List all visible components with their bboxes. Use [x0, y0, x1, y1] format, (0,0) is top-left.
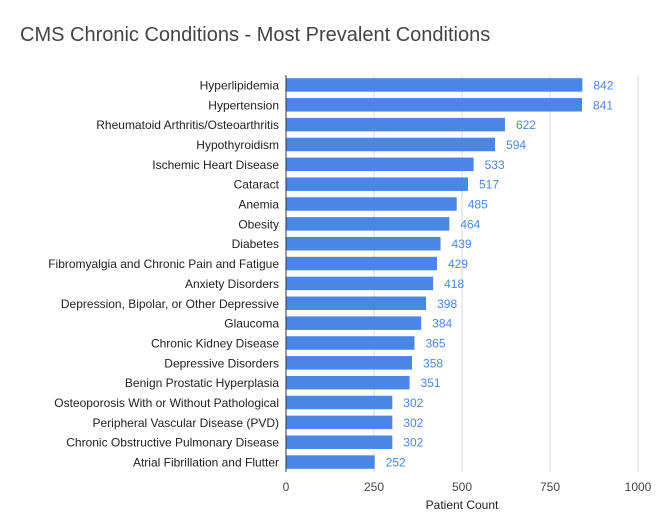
- bar: [286, 316, 422, 330]
- category-label: Benign Prostatic Hyperplasia: [125, 376, 279, 390]
- data-label: 384: [432, 317, 452, 331]
- x-tick-label: 0: [283, 480, 290, 494]
- data-label: 398: [437, 297, 457, 311]
- data-label: 418: [444, 277, 464, 291]
- bar: [286, 455, 375, 469]
- data-label: 302: [403, 416, 423, 430]
- data-label: 622: [516, 118, 536, 132]
- category-label: Anxiety Disorders: [185, 277, 279, 291]
- bar: [286, 296, 427, 311]
- bar: [286, 98, 583, 112]
- data-label: 302: [403, 396, 423, 410]
- data-label: 429: [448, 257, 468, 271]
- data-label: 485: [468, 198, 488, 212]
- chart-title: CMS Chronic Conditions - Most Prevalent …: [20, 24, 491, 46]
- data-label: 533: [485, 158, 505, 172]
- bar: [286, 137, 496, 152]
- bar: [286, 78, 583, 92]
- data-label: 464: [460, 217, 480, 231]
- bar: [286, 336, 415, 350]
- data-label: 351: [421, 376, 441, 390]
- bar: [286, 157, 474, 172]
- category-label: Cataract: [234, 178, 280, 192]
- x-tick-label: 1000: [625, 480, 652, 494]
- category-label: Hyperlipidemia: [200, 78, 280, 92]
- category-label: Fibromyalgia and Chronic Pain and Fatigu…: [48, 257, 279, 271]
- bar: [286, 117, 505, 132]
- bar: [286, 356, 413, 370]
- bar: [286, 177, 468, 191]
- category-label: Osteoporosis With or Without Pathologica…: [54, 396, 279, 410]
- category-label: Atrial Fibrillation and Flutter: [133, 456, 279, 470]
- x-axis-title: Patient Count: [426, 498, 499, 512]
- bar: [286, 435, 393, 449]
- category-label: Glaucoma: [224, 317, 279, 331]
- category-label: Hypothyroidism: [196, 138, 279, 152]
- bar: [286, 256, 438, 271]
- category-label: Chronic Kidney Disease: [151, 336, 279, 350]
- bar: [286, 276, 434, 291]
- data-label: 517: [479, 178, 499, 192]
- category-label: Rheumatoid Arthritis/Osteoarthritis: [96, 118, 279, 132]
- x-tick-label: 500: [452, 480, 472, 494]
- category-label: Hypertension: [208, 98, 279, 112]
- bar: [286, 395, 393, 410]
- data-label: 302: [403, 436, 423, 450]
- category-label: Obesity: [238, 217, 279, 231]
- data-label: 365: [425, 336, 445, 350]
- category-label: Chronic Obstructive Pulmonary Disease: [66, 436, 279, 450]
- data-label: 841: [593, 98, 613, 112]
- data-label: 842: [593, 78, 613, 92]
- data-label: 439: [452, 237, 472, 251]
- x-tick-label: 250: [364, 480, 384, 494]
- data-label: 594: [506, 138, 526, 152]
- category-label: Depressive Disorders: [164, 356, 279, 370]
- category-label: Anemia: [238, 198, 279, 212]
- bar: [286, 415, 393, 430]
- bar: [286, 236, 441, 251]
- bar: [286, 217, 450, 231]
- category-label: Depression, Bipolar, or Other Depressive: [61, 297, 279, 311]
- category-label: Peripheral Vascular Disease (PVD): [92, 416, 279, 430]
- category-label: Ischemic Heart Disease: [152, 158, 279, 172]
- data-label: 252: [386, 456, 406, 470]
- bar: [286, 197, 457, 211]
- bar: [286, 375, 410, 390]
- x-tick-label: 750: [540, 480, 560, 494]
- category-label: Diabetes: [232, 237, 279, 251]
- data-label: 358: [423, 356, 443, 370]
